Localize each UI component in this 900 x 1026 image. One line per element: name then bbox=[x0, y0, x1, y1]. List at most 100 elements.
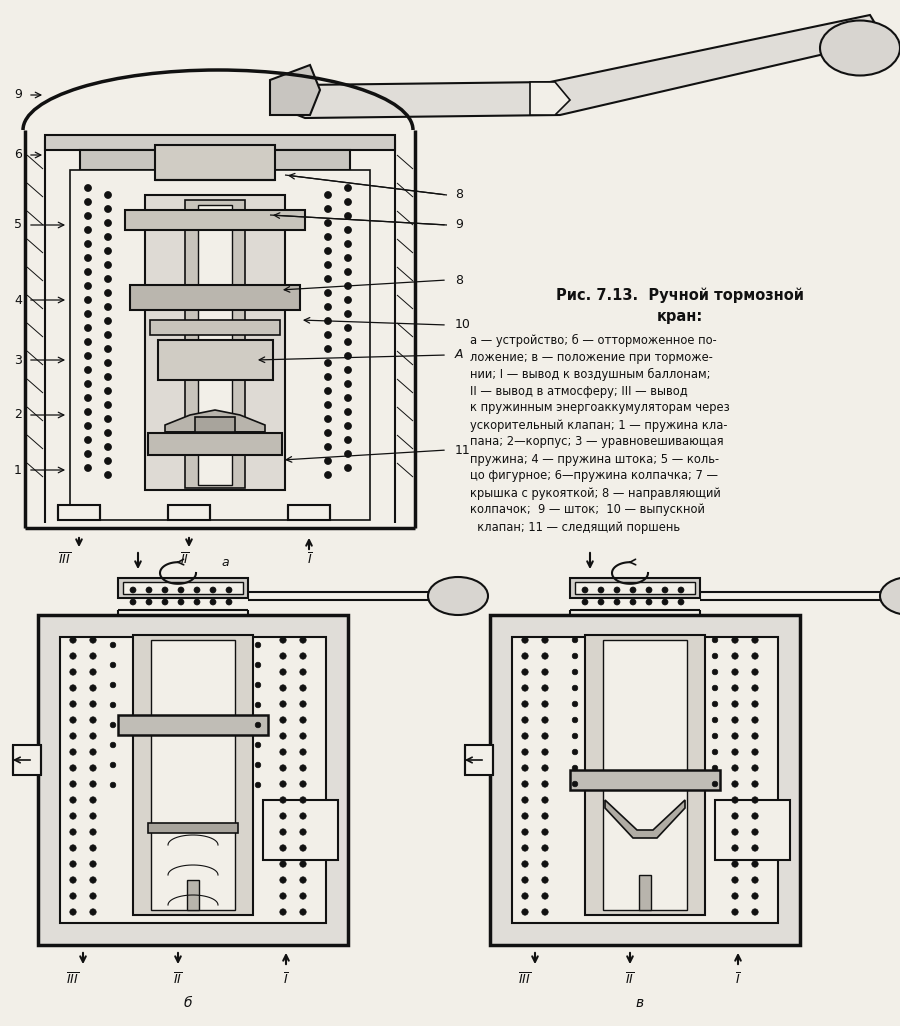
Circle shape bbox=[732, 877, 738, 883]
Circle shape bbox=[345, 198, 352, 205]
Circle shape bbox=[210, 587, 216, 593]
Circle shape bbox=[110, 782, 116, 788]
Circle shape bbox=[712, 781, 718, 787]
Text: $\overline{II}$: $\overline{II}$ bbox=[174, 973, 183, 988]
Circle shape bbox=[70, 909, 77, 915]
Circle shape bbox=[90, 861, 96, 867]
Bar bbox=[575, 582, 695, 594]
Circle shape bbox=[345, 227, 352, 234]
Circle shape bbox=[582, 599, 588, 605]
Circle shape bbox=[280, 637, 286, 643]
Circle shape bbox=[732, 733, 738, 739]
Circle shape bbox=[226, 599, 232, 605]
Circle shape bbox=[345, 465, 352, 472]
Circle shape bbox=[325, 373, 331, 381]
Circle shape bbox=[325, 304, 331, 311]
Circle shape bbox=[522, 829, 528, 835]
Text: 1: 1 bbox=[14, 464, 22, 476]
Circle shape bbox=[325, 192, 331, 198]
Circle shape bbox=[542, 637, 548, 643]
Circle shape bbox=[345, 408, 352, 416]
Polygon shape bbox=[605, 800, 685, 838]
Circle shape bbox=[522, 909, 528, 915]
Circle shape bbox=[85, 339, 92, 346]
Circle shape bbox=[542, 861, 548, 867]
Circle shape bbox=[542, 829, 548, 835]
Circle shape bbox=[542, 749, 548, 755]
Circle shape bbox=[712, 734, 718, 739]
Text: а — устройство; б — отторможенное по-: а — устройство; б — отторможенное по- bbox=[470, 333, 716, 347]
Text: $\overline{I}$: $\overline{I}$ bbox=[284, 973, 289, 988]
Circle shape bbox=[522, 717, 528, 723]
Circle shape bbox=[345, 395, 352, 401]
Circle shape bbox=[752, 749, 758, 755]
Circle shape bbox=[85, 227, 92, 234]
Text: Рис. 7.13.  Ручной тормозной: Рис. 7.13. Ручной тормозной bbox=[556, 287, 804, 303]
Circle shape bbox=[542, 669, 548, 675]
Circle shape bbox=[110, 682, 116, 687]
Circle shape bbox=[90, 797, 96, 803]
Circle shape bbox=[325, 247, 331, 254]
Circle shape bbox=[300, 861, 306, 867]
Circle shape bbox=[325, 205, 331, 212]
Circle shape bbox=[146, 587, 152, 593]
Text: 5: 5 bbox=[14, 219, 22, 232]
Bar bbox=[198, 205, 232, 485]
Text: ускорительный клапан; 1 — пружина кла-: ускорительный клапан; 1 — пружина кла- bbox=[470, 419, 727, 432]
Text: цо фигурное; 6—пружина колпачка; 7 —: цо фигурное; 6—пружина колпачка; 7 — bbox=[470, 470, 718, 482]
Circle shape bbox=[85, 185, 92, 192]
Ellipse shape bbox=[820, 21, 900, 76]
Circle shape bbox=[110, 662, 116, 668]
Circle shape bbox=[90, 813, 96, 819]
Circle shape bbox=[752, 733, 758, 739]
Polygon shape bbox=[165, 410, 265, 432]
Circle shape bbox=[85, 324, 92, 331]
Circle shape bbox=[70, 797, 77, 803]
Circle shape bbox=[226, 587, 232, 593]
Text: нии; I — вывод к воздушным баллонам;: нии; I — вывод к воздушным баллонам; bbox=[470, 367, 710, 381]
Circle shape bbox=[325, 220, 331, 227]
Circle shape bbox=[70, 813, 77, 819]
Bar bbox=[490, 615, 800, 945]
Bar bbox=[263, 800, 338, 860]
Circle shape bbox=[256, 722, 261, 727]
Text: $\overline{II}$: $\overline{II}$ bbox=[180, 552, 190, 567]
Circle shape bbox=[732, 829, 738, 835]
Bar bbox=[465, 745, 493, 775]
Circle shape bbox=[194, 599, 200, 605]
Circle shape bbox=[732, 844, 738, 852]
Circle shape bbox=[732, 653, 738, 659]
Circle shape bbox=[345, 366, 352, 373]
Circle shape bbox=[325, 346, 331, 353]
Circle shape bbox=[90, 909, 96, 915]
Circle shape bbox=[325, 430, 331, 436]
Circle shape bbox=[522, 877, 528, 883]
Bar bbox=[585, 635, 705, 915]
Circle shape bbox=[104, 458, 112, 465]
Circle shape bbox=[542, 701, 548, 707]
Circle shape bbox=[104, 388, 112, 395]
Circle shape bbox=[85, 381, 92, 388]
Circle shape bbox=[70, 877, 77, 883]
Circle shape bbox=[345, 381, 352, 388]
Ellipse shape bbox=[880, 577, 900, 615]
Circle shape bbox=[325, 234, 331, 240]
Text: клапан; 11 — следящий поршень: клапан; 11 — следящий поршень bbox=[470, 520, 680, 534]
Circle shape bbox=[522, 844, 528, 852]
Circle shape bbox=[345, 254, 352, 262]
Circle shape bbox=[752, 829, 758, 835]
Circle shape bbox=[732, 637, 738, 643]
Circle shape bbox=[300, 701, 306, 707]
Circle shape bbox=[110, 742, 116, 748]
Circle shape bbox=[522, 893, 528, 899]
Circle shape bbox=[732, 749, 738, 755]
Circle shape bbox=[70, 893, 77, 899]
Circle shape bbox=[130, 587, 136, 593]
Circle shape bbox=[522, 637, 528, 643]
Bar bbox=[45, 135, 395, 150]
Circle shape bbox=[752, 764, 758, 772]
Circle shape bbox=[345, 185, 352, 192]
Circle shape bbox=[752, 893, 758, 899]
Circle shape bbox=[646, 587, 652, 593]
Bar bbox=[570, 578, 700, 598]
